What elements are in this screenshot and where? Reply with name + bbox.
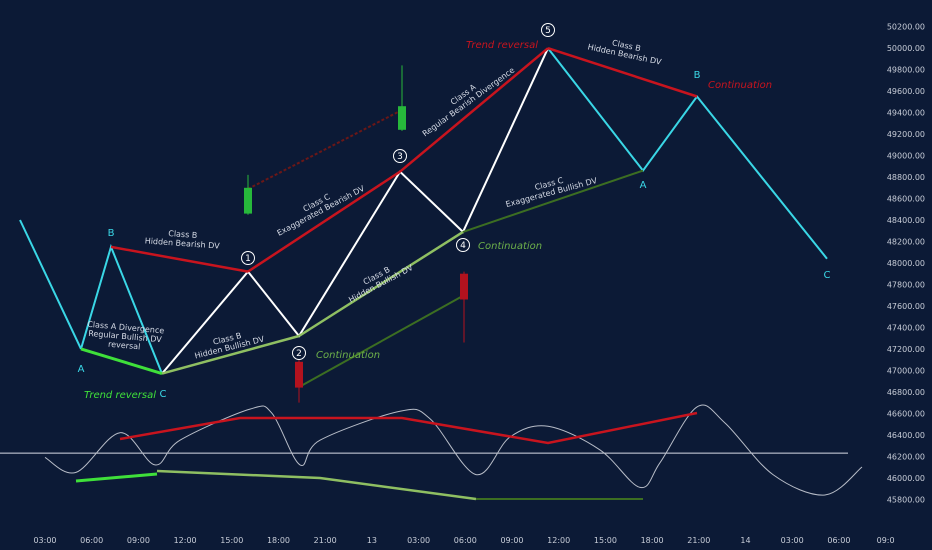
time-tick-label: 12:00 [547, 536, 570, 545]
price-leg-4 [547, 47, 828, 260]
price-tick-label: 49400.00 [887, 109, 925, 118]
price-leg-1 [19, 219, 82, 350]
price-tick-label: 48200.00 [887, 238, 925, 247]
divergence-line-5 [298, 230, 464, 338]
time-tick-label: 21:00 [314, 536, 337, 545]
price-leg-3 [161, 47, 549, 375]
annotation-line: Class B [168, 229, 198, 240]
time-tick-label: 03:00 [407, 536, 430, 545]
time-tick-label: 03:00 [33, 536, 56, 545]
pivot-label: C [160, 389, 167, 400]
tag-continuation-2: Continuation [478, 241, 542, 252]
price-tick-label: 47000.00 [887, 366, 925, 375]
price-tick-label: 50000.00 [887, 44, 925, 53]
price-tick-label: 49600.00 [887, 87, 925, 96]
chart-candles [244, 65, 468, 403]
time-tick-label: 18:00 [267, 536, 290, 545]
pivot-label: C [824, 270, 831, 281]
price-tick-label: 48000.00 [887, 259, 925, 268]
divergence-line-9 [247, 109, 402, 190]
divergence-line-8 [547, 47, 698, 98]
divergence-line-1 [80, 347, 163, 376]
time-tick-label: 06:00 [454, 536, 477, 545]
divergence-line-3 [161, 334, 300, 375]
time-tick-label: 14 [740, 536, 750, 545]
price-tick-label: 49000.00 [887, 152, 925, 161]
divergence-line-10 [299, 294, 465, 388]
tag-trend-rev-2: Trend reversal [466, 40, 538, 51]
time-tick-label: 03:00 [781, 536, 804, 545]
price-tick-label: 47800.00 [887, 281, 925, 290]
time-tick-label: 09:00 [127, 536, 150, 545]
candle-body-4 [460, 273, 468, 300]
time-tick-label: 06:00 [827, 536, 850, 545]
divergence-line-4 [247, 170, 401, 273]
wave-number-circle [456, 238, 470, 252]
candle-body-1 [244, 187, 252, 214]
price-tick-label: 46400.00 [887, 431, 925, 440]
time-tick-label: 09:0 [877, 536, 895, 545]
price-tick-label: 48400.00 [887, 216, 925, 225]
time-tick-label: 18:00 [641, 536, 664, 545]
price-tick-label: 45800.00 [887, 495, 925, 504]
price-tick-label: 47400.00 [887, 323, 925, 332]
time-tick-label: 12:00 [174, 536, 197, 545]
price-tick-label: 46000.00 [887, 474, 925, 483]
divergence-line-6 [399, 47, 549, 173]
time-tick-label: 15:00 [220, 536, 243, 545]
price-tick-label: 46200.00 [887, 452, 925, 461]
time-axis: 03:00 06:00 09:00 12:00 15:00 18:00 21:00 13 03:… [33, 536, 894, 545]
chart-lines [19, 47, 828, 388]
time-tick-label: 09:00 [500, 536, 523, 545]
wave-number: 4 [460, 241, 466, 251]
price-tick-label: 49800.00 [887, 66, 925, 75]
wave-number-circle [241, 251, 255, 265]
price-tick-label: 46600.00 [887, 409, 925, 418]
oscillator-divergence-line-1 [75, 472, 158, 483]
divergence-line-2 [110, 245, 249, 273]
oscillator-line [44, 404, 863, 496]
time-tick-label: 15:00 [594, 536, 617, 545]
time-tick-label: 21:00 [687, 536, 710, 545]
price-tick-label: 47200.00 [887, 345, 925, 354]
wave-number: 5 [545, 26, 551, 36]
pivot-label: B [108, 228, 115, 239]
wave-number: 3 [397, 152, 403, 162]
price-tick-label: 50200.00 [887, 23, 925, 32]
price-tick-label: 47600.00 [887, 302, 925, 311]
annotation-line: reversal [108, 340, 141, 352]
divergence-line-7 [462, 169, 644, 233]
pivot-label: A [78, 364, 85, 375]
price-tick-label: 46800.00 [887, 388, 925, 397]
candle-body-3 [398, 106, 406, 130]
candle-body-2 [295, 361, 303, 388]
price-tick-label: 48600.00 [887, 195, 925, 204]
pivot-label: B [694, 70, 701, 81]
pivot-label: A [640, 180, 647, 191]
wave-number: 2 [296, 349, 302, 359]
oscillator-divergence-line-2 [119, 411, 698, 445]
price-axis: 50200.00 50000.00 49800.00 49600.00 49400.00… [887, 23, 925, 505]
tag-trend-rev-1: Trend reversal [84, 390, 156, 401]
time-tick-label: 13 [367, 536, 377, 545]
price-tick-label: 48800.00 [887, 173, 925, 182]
wave-number: 1 [245, 254, 251, 264]
wave-number-circle [541, 23, 555, 37]
tag-continuation-1: Continuation [316, 350, 380, 361]
oscillator-pane [0, 404, 863, 501]
wave-number-circle [393, 149, 407, 163]
oscillator-divergence-line-3 [156, 469, 477, 501]
wave-number-circle [292, 346, 306, 360]
price-tick-label: 49200.00 [887, 130, 925, 139]
tag-continuation-3: Continuation [708, 80, 772, 91]
time-tick-label: 06:00 [80, 536, 103, 545]
